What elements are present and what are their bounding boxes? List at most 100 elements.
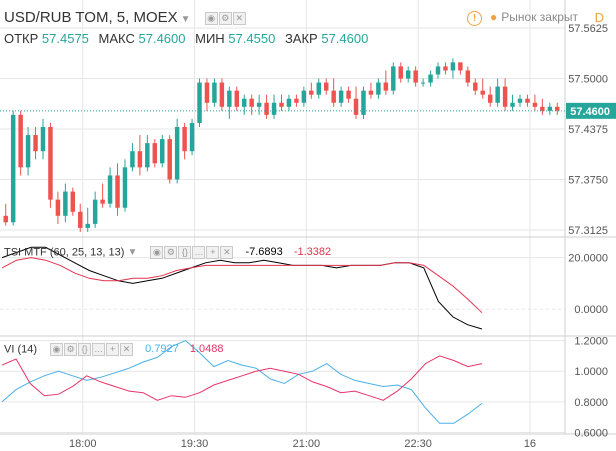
tsi-tick-label: 0.0000 <box>574 304 608 316</box>
candle-body <box>353 98 359 115</box>
vi-legend[interactable]: VI (14) ◉ ⚙{}… + ✕ 0.7927 1.0488 <box>4 343 224 356</box>
candle-body <box>122 167 128 208</box>
vi-tick-label: 0.6000 <box>574 427 608 439</box>
more-icon[interactable]: … <box>192 246 206 259</box>
price-tick-label: 57.3750 <box>568 174 608 186</box>
settings-icon[interactable]: ⚙ <box>218 12 232 26</box>
candle-body <box>197 82 202 123</box>
tsi-controls: ◉ ⚙{}… + ✕ <box>150 246 234 259</box>
eye-icon[interactable]: ◉ <box>204 12 218 26</box>
candle-body <box>286 98 292 107</box>
tsi-value-1: -7.6893 <box>245 246 283 259</box>
candle-body <box>115 175 120 208</box>
candle-body <box>227 90 232 107</box>
plus-icon[interactable]: + <box>206 246 220 259</box>
candle-body <box>160 139 165 164</box>
candle-body <box>316 82 322 95</box>
tsi-chevron-down-icon[interactable]: ▼ <box>127 247 138 259</box>
candle-body <box>145 143 150 168</box>
candle-body <box>137 151 143 168</box>
low-value: 57.4550 <box>228 31 276 46</box>
vi-value-1: 0.7927 <box>145 343 179 356</box>
ohlc-readout: ОТКР 57.4575 МАКС 57.4600 МИН 57.4550 ЗА… <box>4 31 374 46</box>
candle-body <box>301 90 307 103</box>
settings-icon[interactable]: ⚙ <box>64 343 78 356</box>
candle-body <box>517 98 523 103</box>
tsi-tick-label: 20.0000 <box>568 253 608 265</box>
close-icon[interactable]: ✕ <box>232 12 246 26</box>
candle-body <box>249 98 254 107</box>
candle-body <box>70 191 76 212</box>
candle-body <box>555 106 560 111</box>
candle-body <box>361 90 366 115</box>
symbol-title[interactable]: USD/RUB TOM, 5, MOEX <box>4 9 178 26</box>
tsi-label[interactable]: TSI MTF (60, 25, 13, 13) <box>4 246 125 259</box>
candle-body <box>264 102 269 115</box>
candle-body <box>473 82 478 91</box>
candle-body <box>63 191 68 216</box>
vi-tick-label: 1.0000 <box>574 366 608 378</box>
market-status-text: Рынок закрыт <box>501 10 578 24</box>
time-tick-label: 21:00 <box>293 438 321 450</box>
candle-body <box>167 139 172 180</box>
tsi-legend[interactable]: TSI MTF (60, 25, 13, 13) ▼ ◉ ⚙{}… + ✕ -7.689… <box>4 246 331 259</box>
symbol-chevron-down-icon[interactable]: ▼ <box>180 14 191 25</box>
close-icon[interactable]: ✕ <box>120 343 134 356</box>
price-tick-label: 57.4375 <box>568 124 608 136</box>
eye-icon[interactable]: ◉ <box>50 343 64 356</box>
vi-tick-label: 1.2000 <box>574 336 608 348</box>
close-icon[interactable]: ✕ <box>220 246 234 259</box>
candle-body <box>219 82 225 107</box>
plus-icon[interactable]: + <box>106 343 120 356</box>
candle-body <box>346 90 351 99</box>
time-tick-label: 18:00 <box>69 438 97 450</box>
tsi-group <box>1 246 483 330</box>
vi-group <box>1 340 483 424</box>
warning-icon[interactable]: ! <box>467 11 483 26</box>
candle-body <box>532 102 538 107</box>
candle-body <box>55 199 61 216</box>
more-icon[interactable]: … <box>92 343 106 356</box>
candle-body <box>450 62 456 71</box>
eye-icon[interactable]: ◉ <box>150 246 164 259</box>
candle-body <box>92 199 98 224</box>
brackets-icon[interactable]: {} <box>78 343 92 356</box>
close-value: 57.4600 <box>321 31 369 46</box>
grid-lines <box>0 0 565 434</box>
candle-body <box>85 223 90 228</box>
candle-body <box>152 143 158 164</box>
candle-body <box>391 66 396 91</box>
vi-label[interactable]: VI (14) <box>4 343 38 356</box>
candle-body <box>547 106 553 111</box>
tsi-value-2: -1.3382 <box>293 246 332 259</box>
candle-body <box>338 90 344 103</box>
candle-body <box>525 98 530 103</box>
low-label: МИН <box>195 31 225 46</box>
candle-body <box>130 151 135 168</box>
brackets-icon[interactable]: {} <box>178 246 192 259</box>
symbol-header[interactable]: USD/RUB TOM, 5, MOEX ▼ ◉ ⚙ ✕ <box>4 9 247 27</box>
candle-body <box>279 102 284 107</box>
candle-body <box>10 114 16 223</box>
market-status[interactable]: ! ● Рынок закрыт <box>467 10 578 26</box>
candle-body <box>331 90 336 103</box>
dividend-badge[interactable]: D <box>594 10 604 25</box>
candle-body <box>465 70 471 83</box>
candle-body <box>189 122 195 152</box>
candle-body <box>368 90 374 95</box>
candles-group <box>3 58 560 232</box>
high-label: МАКС <box>98 31 135 46</box>
settings-icon[interactable]: ⚙ <box>164 246 178 259</box>
candle-body <box>25 135 31 168</box>
vi-controls: ◉ ⚙{}… + ✕ <box>50 343 134 356</box>
candle-body <box>107 175 113 204</box>
candle-body <box>48 126 53 200</box>
candle-body <box>443 66 448 71</box>
candle-body <box>495 86 500 103</box>
candle-body <box>383 82 389 91</box>
candle-body <box>502 86 508 107</box>
candle-body <box>413 70 418 83</box>
open-label: ОТКР <box>4 31 39 46</box>
